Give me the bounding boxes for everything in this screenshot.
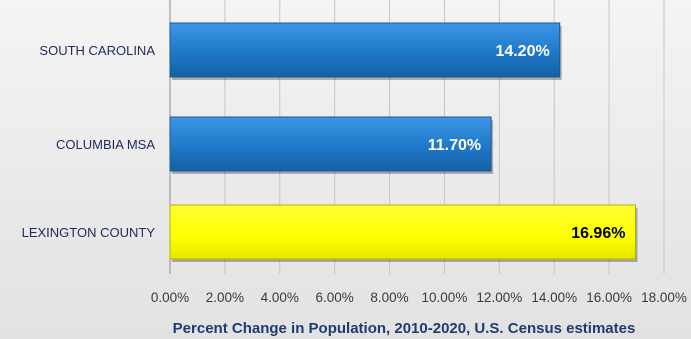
bar-columbia-msa	[169, 116, 492, 172]
data-label: 14.20%	[495, 43, 549, 60]
x-tick-label: 2.00%	[206, 290, 244, 305]
bar-lexington-county	[169, 204, 636, 260]
x-tick-label: 12.00%	[476, 290, 522, 305]
category-label: LEXINGTON COUNTY	[22, 225, 156, 240]
data-label: 16.96%	[571, 225, 625, 242]
x-tick-label: 6.00%	[316, 290, 354, 305]
x-tick-label: 18.00%	[641, 290, 687, 305]
x-tick-label: 4.00%	[261, 290, 299, 305]
category-label: SOUTH CAROLINA	[39, 43, 155, 58]
bars: 14.20% 11.70% 16.96%	[169, 22, 638, 262]
x-tick-labels: 0.00% 2.00% 4.00% 6.00% 8.00% 10.00% 12.00% 14.…	[151, 290, 687, 305]
x-tick-label: 8.00%	[370, 290, 408, 305]
x-axis-title: Percent Change in Population, 2010-2020,…	[173, 320, 636, 337]
category-labels: SOUTH CAROLINA COLUMBIA MSA LEXINGTON COUN…	[22, 43, 156, 240]
x-tick-label: 10.00%	[422, 290, 468, 305]
category-label: COLUMBIA MSA	[56, 137, 155, 152]
x-tick-label: 0.00%	[151, 290, 189, 305]
x-tick-label: 16.00%	[586, 290, 632, 305]
bar-south-carolina	[169, 22, 561, 78]
x-tick-label: 14.00%	[531, 290, 577, 305]
data-label: 11.70%	[428, 137, 481, 154]
